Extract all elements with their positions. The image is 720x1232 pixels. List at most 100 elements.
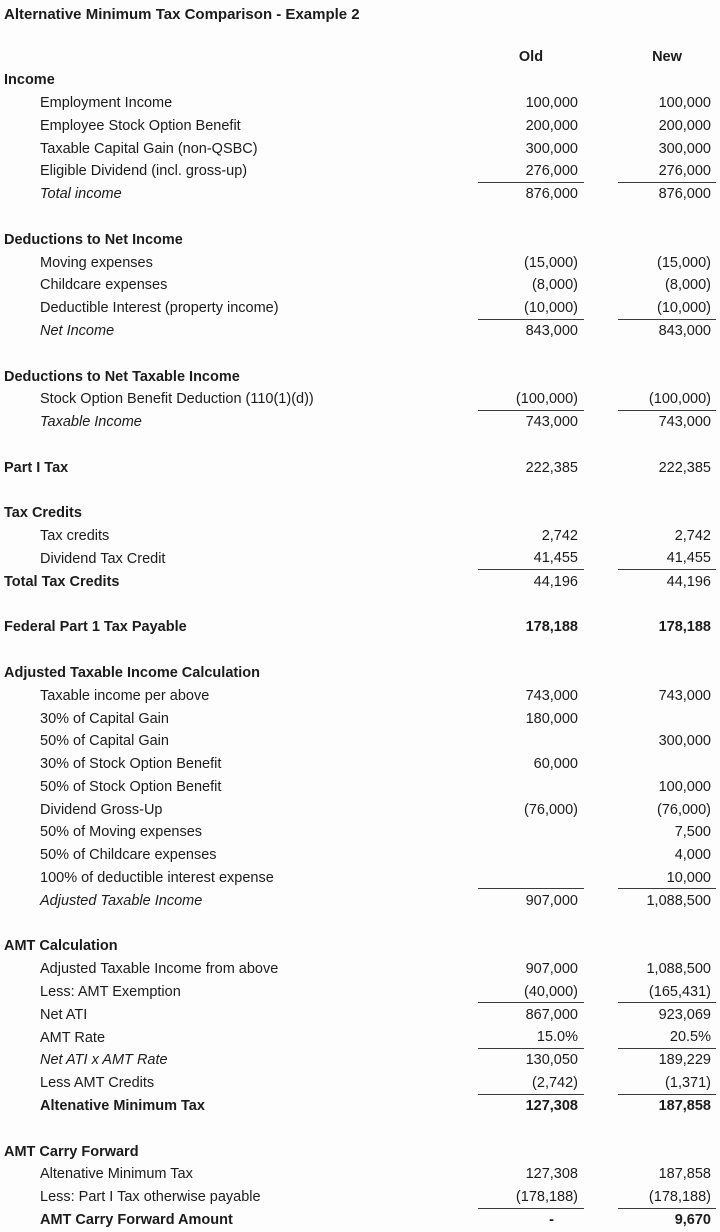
value-cell-old: 907,000 bbox=[525, 961, 578, 978]
row-label: 30% of Capital Gain bbox=[40, 710, 169, 727]
table-row: Taxable Capital Gain (non-QSBC) 300,000 30… bbox=[0, 137, 720, 160]
table-row: 100% of deductible interest expense 10,00… bbox=[0, 867, 720, 890]
value-cell-old: 100,000 bbox=[525, 94, 578, 111]
page-title: Alternative Minimum Tax Comparison - Exa… bbox=[4, 6, 360, 23]
table-row: Employee Stock Option Benefit 200,000 200,… bbox=[0, 114, 720, 137]
row-label: Taxable Income bbox=[40, 414, 142, 431]
row-label: Childcare expenses bbox=[40, 277, 168, 294]
table-row: Net ATI x AMT Rate 130,050 189,229 bbox=[0, 1049, 720, 1072]
row-label: Less: AMT Exemption bbox=[40, 984, 181, 1001]
table-row: Childcare expenses (8,000) (8,000) bbox=[0, 274, 720, 297]
spacer-row bbox=[0, 593, 720, 616]
table-row: 50% of Capital Gain 300,000 bbox=[0, 730, 720, 753]
row-label: 30% of Stock Option Benefit bbox=[40, 756, 222, 773]
column-header-old: Old bbox=[518, 49, 544, 66]
row-label: Deductible Interest (property income) bbox=[40, 300, 279, 317]
value-cell-new: 44,196 bbox=[666, 573, 711, 590]
section-label: Tax Credits bbox=[4, 505, 82, 522]
value-cell-new: 300,000 bbox=[658, 140, 711, 157]
section-label: Income bbox=[4, 72, 55, 89]
value-cell-new: 222,385 bbox=[658, 459, 711, 476]
value-cell-new: 20.5% bbox=[618, 1026, 716, 1050]
row-label: 50% of Stock Option Benefit bbox=[40, 778, 222, 795]
value-cell-old: 276,000 bbox=[478, 160, 584, 183]
row-label: AMT Rate bbox=[40, 1029, 106, 1046]
value-cell-old: 178,188 bbox=[525, 619, 578, 636]
section-header-row: Deductions to Net Income bbox=[0, 228, 720, 251]
value-cell-new: 2,742 bbox=[674, 528, 711, 545]
table-row: Altenative Minimum Tax 127,308 187,858 bbox=[0, 1163, 720, 1186]
value-cell-new: 178,188 bbox=[658, 619, 711, 636]
value-cell-old bbox=[478, 821, 584, 844]
row-label: Adjusted Taxable Income from above bbox=[40, 961, 279, 978]
value-cell-old: 180,000 bbox=[525, 710, 578, 727]
row-label: Taxable income per above bbox=[40, 687, 210, 704]
table-row: Altenative Minimum Tax 127,308 187,858 bbox=[0, 1095, 720, 1118]
table-body: Old New Income Employment Income 100,000 100,… bbox=[0, 46, 720, 1231]
value-cell-old: 2,742 bbox=[541, 528, 578, 545]
section-header-row: AMT Carry Forward bbox=[0, 1140, 720, 1163]
value-cell-new: 100,000 bbox=[658, 778, 711, 795]
value-cell-new: (165,431) bbox=[618, 981, 716, 1004]
value-cell-new: 1,088,500 bbox=[646, 961, 711, 978]
value-cell-new: 876,000 bbox=[658, 186, 711, 203]
row-label: Taxable Capital Gain (non-QSBC) bbox=[40, 140, 258, 157]
table-row: Less: Part I Tax otherwise payable (178,1… bbox=[0, 1186, 720, 1209]
table-row: Federal Part 1 Tax Payable 178,188 178,188 bbox=[0, 616, 720, 639]
value-cell-old: 867,000 bbox=[525, 1006, 578, 1023]
value-cell-new: 743,000 bbox=[658, 414, 711, 431]
value-cell-new: (76,000) bbox=[656, 801, 711, 818]
row-label: 50% of Capital Gain bbox=[40, 733, 169, 750]
table-row: Moving expenses (15,000) (15,000) bbox=[0, 251, 720, 274]
value-cell-old: 876,000 bbox=[525, 186, 578, 203]
row-label: Altenative Minimum Tax bbox=[40, 1166, 193, 1183]
value-cell-old: 743,000 bbox=[525, 687, 578, 704]
value-cell-new: 189,229 bbox=[658, 1052, 711, 1069]
column-header-row: Old New bbox=[0, 46, 720, 69]
value-cell-old: 130,050 bbox=[525, 1052, 578, 1069]
value-cell-old: 127,308 bbox=[525, 1166, 578, 1183]
table-row: Less AMT Credits (2,742) (1,371) bbox=[0, 1072, 720, 1095]
row-label: Dividend Gross-Up bbox=[40, 801, 163, 818]
spacer-row bbox=[0, 639, 720, 662]
value-cell-old bbox=[478, 730, 584, 753]
value-cell-new: 200,000 bbox=[658, 117, 711, 134]
row-label: Stock Option Benefit Deduction (110(1)(d… bbox=[40, 391, 314, 408]
value-cell-new: 300,000 bbox=[658, 733, 711, 750]
table-row: Taxable income per above 743,000 743,000 bbox=[0, 684, 720, 707]
value-cell-old: (8,000) bbox=[532, 277, 578, 294]
value-cell-old: 843,000 bbox=[525, 322, 578, 339]
row-label: AMT Carry Forward Amount bbox=[40, 1212, 233, 1229]
value-cell-new bbox=[618, 753, 716, 776]
row-label: Total Tax Credits bbox=[4, 573, 120, 590]
value-cell-new: 187,858 bbox=[658, 1166, 711, 1183]
row-label: 50% of Moving expenses bbox=[40, 824, 203, 841]
value-cell-old: 127,308 bbox=[525, 1098, 578, 1115]
value-cell-old: (2,742) bbox=[478, 1072, 584, 1095]
table-row: 30% of Capital Gain 180,000 bbox=[0, 707, 720, 730]
value-cell-old: (178,188) bbox=[478, 1186, 584, 1209]
table-row: 50% of Childcare expenses 4,000 bbox=[0, 844, 720, 867]
table-row: Employment Income 100,000 100,000 bbox=[0, 92, 720, 115]
row-label: Net Income bbox=[40, 322, 115, 339]
row-label: Tax credits bbox=[40, 528, 110, 545]
spacer-row bbox=[0, 912, 720, 935]
value-cell-new: 100,000 bbox=[658, 94, 711, 111]
row-label: Federal Part 1 Tax Payable bbox=[4, 619, 187, 636]
table-row: Tax credits 2,742 2,742 bbox=[0, 525, 720, 548]
value-cell-new: (8,000) bbox=[665, 277, 711, 294]
value-cell-old bbox=[478, 776, 584, 799]
value-cell-new bbox=[618, 707, 716, 730]
section-header-row: Deductions to Net Taxable Income bbox=[0, 365, 720, 388]
row-label: Dividend Tax Credit bbox=[40, 550, 166, 567]
value-cell-new: 7,500 bbox=[674, 824, 711, 841]
table-row: Net ATI 867,000 923,069 bbox=[0, 1003, 720, 1026]
spacer-row bbox=[0, 434, 720, 457]
value-cell-new: 187,858 bbox=[658, 1098, 711, 1115]
value-cell-new: 1,088,500 bbox=[646, 892, 711, 909]
value-cell-old: (40,000) bbox=[478, 981, 584, 1004]
value-cell-old bbox=[478, 844, 584, 867]
value-cell-new: (100,000) bbox=[618, 388, 716, 411]
value-cell-new: (10,000) bbox=[618, 297, 716, 320]
table-row: 30% of Stock Option Benefit 60,000 bbox=[0, 753, 720, 776]
